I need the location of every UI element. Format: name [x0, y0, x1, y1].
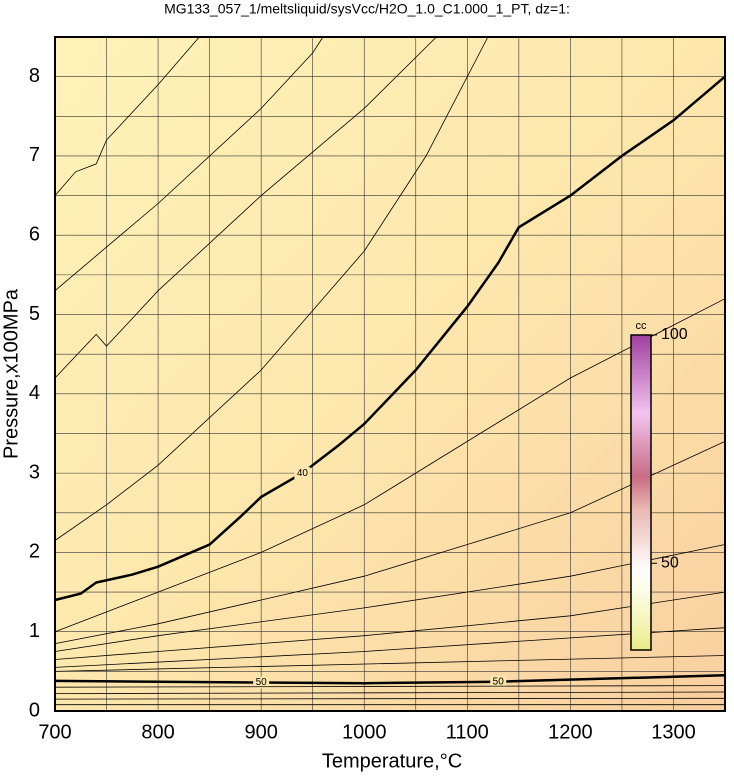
- contour-label: 50: [493, 676, 505, 687]
- y-tick-label: 6: [29, 224, 40, 246]
- contour-line: [54, 36, 489, 541]
- contour-line: [54, 36, 437, 379]
- x-tick-label: 1300: [651, 721, 696, 743]
- contour-line: [54, 655, 726, 672]
- contour-label: 40: [297, 468, 309, 479]
- plot-background: [55, 37, 725, 711]
- contour-line: [54, 75, 726, 602]
- contour-line: [54, 674, 726, 685]
- x-tick-label: 900: [244, 721, 277, 743]
- y-axis-label: Pressure,x100MPa: [0, 288, 22, 459]
- colorbar-tick-label: 100: [661, 326, 688, 343]
- y-tick-label: 4: [29, 382, 40, 404]
- contour-line: [54, 591, 726, 660]
- y-tick-label: 1: [29, 620, 40, 642]
- contour-label: 50: [256, 677, 268, 688]
- x-tick-label: 1000: [342, 721, 387, 743]
- contour-line: [54, 697, 726, 700]
- contour-label-bg: [253, 676, 270, 689]
- contour-line: [54, 36, 200, 196]
- contour-line: [54, 627, 726, 668]
- contour-label-bg: [294, 467, 311, 480]
- contour-line: [54, 298, 726, 633]
- x-tick-label: 700: [38, 721, 71, 743]
- contour-line: [54, 441, 726, 644]
- x-tick-label: 1100: [446, 721, 489, 743]
- contour-line: [54, 685, 726, 688]
- x-tick-label: 1200: [548, 721, 593, 743]
- x-axis-label: Temperature,°C: [322, 750, 462, 772]
- contour-line: [54, 691, 726, 694]
- colorbar-label: cc: [636, 320, 648, 332]
- colorbar-tick-label: 50: [661, 554, 679, 571]
- contour-label-bg: [490, 675, 507, 688]
- y-tick-label: 0: [29, 699, 40, 721]
- y-tick-label: 7: [29, 144, 40, 166]
- plot-frame: [54, 36, 726, 712]
- y-tick-label: 3: [29, 461, 40, 483]
- y-tick-label: 2: [29, 541, 40, 563]
- y-tick-label: 5: [29, 303, 40, 325]
- x-tick-label: 800: [141, 721, 174, 743]
- colorbar: [630, 334, 652, 651]
- chart-title: MG133_057_1/meltsliquid/sysVcc/H2O_1.0_C…: [164, 1, 570, 17]
- contour-line: [54, 544, 726, 652]
- contour-line: [54, 36, 324, 292]
- y-tick-label: 8: [29, 65, 40, 87]
